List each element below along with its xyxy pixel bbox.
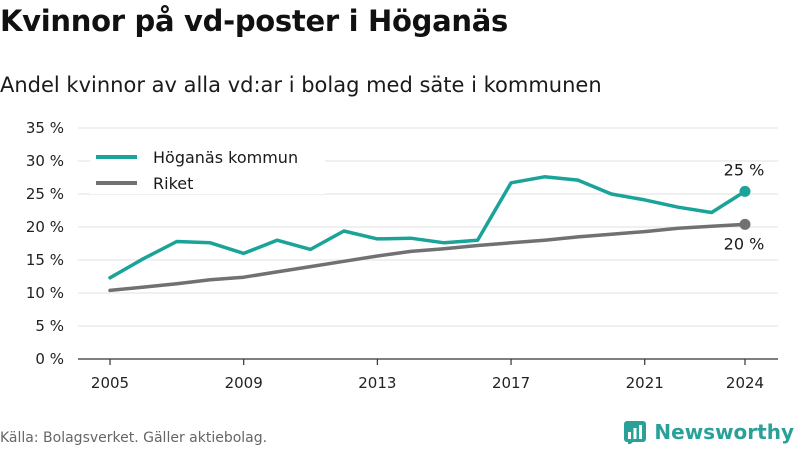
brand-name: Newsworthy (654, 420, 794, 444)
y-tick-label: 0 % (35, 350, 64, 368)
y-tick-label: 35 % (26, 119, 64, 137)
chart-subtitle: Andel kvinnor av alla vd:ar i bolag med … (0, 73, 602, 97)
source-note: Källa: Bolagsverket. Gäller aktiebolag. (0, 430, 268, 446)
series-end-label: 20 % (724, 234, 765, 253)
y-tick-label: 10 % (26, 284, 64, 302)
legend-label: Riket (153, 174, 193, 193)
legend-label: Höganäs kommun (153, 148, 298, 167)
series-line-riket (108, 222, 747, 293)
series-end-label: 25 % (724, 160, 765, 179)
series-end-point-h-gan-s-kommun (739, 185, 751, 197)
chart-title: Kvinnor på vd-poster i Höganäs (0, 4, 508, 38)
series-end-point-riket (739, 218, 751, 230)
x-tick-label: 2024 (726, 374, 764, 392)
y-tick-label: 30 % (26, 152, 64, 170)
line-chart: 0 % 5 % 10 % 15 % 20 % 25 % 30 % 35 % 2005 2009 20… (26, 119, 778, 392)
x-tick-label: 2005 (91, 374, 129, 392)
y-tick-label: 25 % (26, 185, 64, 203)
y-tick-label: 20 % (26, 218, 64, 236)
newsworthy-logo-icon (624, 421, 647, 444)
x-tick-label: 2013 (358, 374, 396, 392)
y-tick-label: 5 % (35, 317, 64, 335)
brand-logo: Newsworthy (623, 420, 794, 444)
x-tick-label: 2021 (626, 374, 664, 392)
series-line-h-gan-s-kommun (108, 175, 747, 280)
y-tick-label: 15 % (26, 251, 64, 269)
x-tick-label: 2009 (225, 374, 263, 392)
legend-background (90, 142, 325, 194)
x-tick-label: 2017 (492, 374, 530, 392)
